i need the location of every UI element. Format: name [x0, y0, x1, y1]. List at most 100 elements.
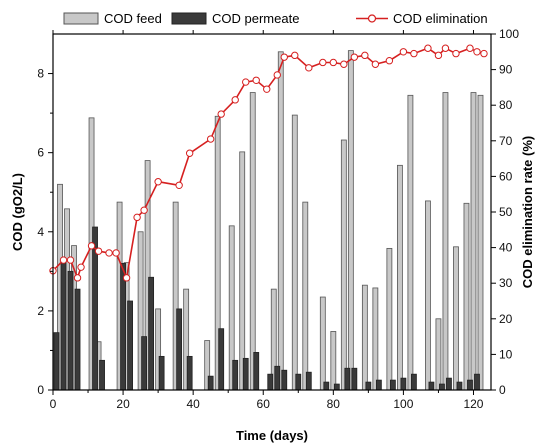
feed-bar — [319, 296, 326, 391]
feed-bar — [330, 331, 337, 391]
feed-bar — [291, 114, 298, 391]
y-tick-label: 0 — [37, 383, 44, 397]
permeate-bar — [120, 263, 126, 391]
elimination-point — [217, 110, 225, 118]
elimination-point — [410, 49, 418, 58]
permeate-bar — [242, 357, 249, 391]
elimination-point — [185, 149, 194, 157]
feed-bar — [386, 247, 393, 391]
permeate-bar — [53, 332, 60, 391]
elimination-point — [263, 85, 271, 93]
y2-tick-label: 80 — [499, 98, 513, 112]
legend-swatch-feed — [63, 12, 99, 25]
permeate-bar — [323, 381, 330, 391]
x-tick-label: 100 — [393, 397, 413, 411]
y2-tick-label: 70 — [499, 134, 513, 148]
elimination-point — [231, 96, 239, 104]
y2-tick-label: 60 — [499, 169, 513, 183]
y2-tick-label: 20 — [499, 312, 513, 326]
elimination-point — [122, 274, 131, 282]
permeate-bar — [253, 352, 260, 391]
x-axis-title: Time (days) — [236, 428, 308, 443]
feed-bar — [302, 201, 309, 391]
elimination-point — [319, 58, 327, 67]
permeate-bar — [207, 375, 214, 391]
feed-bar — [340, 139, 347, 391]
elimination-point — [305, 64, 313, 72]
permeate-bar — [186, 355, 193, 391]
y-axis-title: COD (gO2/L) — [10, 173, 25, 251]
elimination-point — [350, 53, 359, 61]
permeate-bar — [305, 371, 312, 391]
permeate-bar — [474, 373, 480, 391]
permeate-bar — [375, 379, 382, 391]
elimination-point — [340, 60, 348, 68]
permeate-bar — [99, 359, 105, 391]
elimination-point — [73, 274, 82, 282]
elimination-point — [434, 51, 443, 60]
permeate-bar — [295, 373, 302, 391]
feed-bar — [347, 50, 354, 391]
permeate-bar — [389, 379, 396, 391]
y-tick-label: 2 — [37, 304, 44, 318]
y2-tick-label: 40 — [499, 241, 513, 255]
elimination-point — [175, 181, 183, 190]
x-tick-label: 120 — [463, 397, 483, 411]
y2-axis-title: COD elimination rate (%) — [520, 136, 535, 288]
x-tick-label: 20 — [116, 397, 130, 411]
y-tick-label: 6 — [37, 146, 44, 160]
feed-bar — [361, 284, 368, 391]
plot-area: 0 20 40 60 80 100 1200246801020304050607080901… — [37, 27, 519, 411]
elimination-point — [480, 49, 488, 58]
elimination-point — [473, 48, 481, 56]
permeate-bar — [333, 383, 340, 391]
elimination-point — [59, 256, 68, 264]
permeate-bar — [344, 367, 351, 391]
x-tick-label: 80 — [327, 397, 341, 411]
legend-label-elimination: COD elimination — [393, 11, 488, 26]
legend-swatch-permeate — [171, 12, 207, 25]
elimination-point — [466, 44, 474, 52]
permeate-bar — [365, 381, 372, 391]
permeate-bar — [281, 369, 288, 391]
elimination-point — [154, 178, 162, 186]
feed-bar — [407, 94, 414, 391]
elimination-point — [385, 57, 394, 65]
elimination-point — [206, 135, 215, 143]
feed-bar — [463, 202, 470, 391]
elimination-point — [273, 71, 281, 79]
permeate-bar — [439, 383, 445, 391]
permeate-bar — [67, 270, 74, 391]
feed-bar — [477, 94, 484, 391]
permeate-bar — [60, 261, 67, 391]
legend-marker-elimination — [367, 14, 377, 23]
y2-tick-label: 0 — [499, 383, 506, 397]
elimination-point — [112, 249, 120, 257]
permeate-bar — [351, 367, 358, 391]
permeate-bar — [141, 336, 148, 391]
elimination-point — [452, 49, 460, 58]
permeate-bar — [446, 377, 452, 391]
permeate-bar — [400, 377, 407, 391]
elimination-point — [252, 76, 260, 84]
feed-bar — [470, 92, 477, 391]
elimination-point — [87, 242, 96, 250]
feed-bar — [425, 200, 431, 391]
elimination-point — [140, 206, 148, 214]
elimination-point — [291, 51, 299, 60]
x-tick-label: 60 — [257, 397, 271, 411]
feed-bar — [435, 318, 442, 391]
elimination-point — [371, 60, 380, 68]
feed-bar — [372, 287, 379, 391]
permeate-bar — [428, 381, 435, 391]
permeate-bar — [467, 379, 473, 391]
feed-bar — [442, 92, 449, 391]
y2-tick-label: 50 — [499, 205, 513, 219]
feed-bar — [239, 151, 246, 391]
elimination-point — [105, 249, 113, 257]
permeate-bar — [411, 373, 417, 391]
elimination-point — [77, 263, 85, 271]
elimination-point — [66, 256, 75, 264]
y2-tick-label: 10 — [499, 347, 513, 361]
